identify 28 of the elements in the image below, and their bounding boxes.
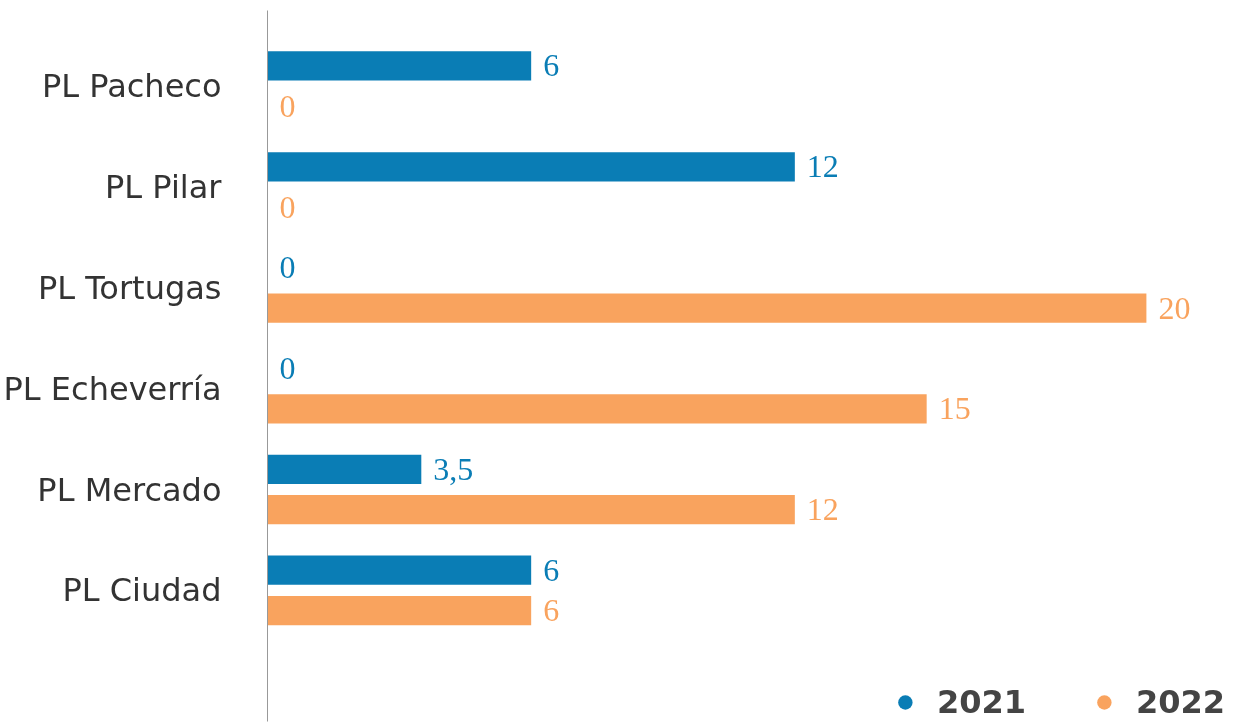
data-label: 0 — [279, 188, 296, 225]
bar — [267, 394, 927, 424]
data-label: 6 — [543, 551, 560, 588]
bar — [267, 293, 1147, 323]
data-label: 0 — [279, 249, 296, 286]
bar — [267, 595, 532, 626]
data-label: 12 — [806, 148, 839, 185]
bar — [267, 555, 532, 585]
y-tick-label: PL Ciudad — [62, 571, 222, 610]
data-label: 12 — [806, 491, 839, 528]
y-tick-label: PL Echeverría — [3, 369, 222, 408]
legend-label: 2022 — [1135, 683, 1225, 721]
legend-label: 2021 — [936, 683, 1026, 721]
y-tick-label: PL Pilar — [105, 167, 223, 206]
data-label: 15 — [938, 390, 971, 427]
data-label: 20 — [1158, 289, 1191, 326]
bar — [267, 51, 532, 81]
data-label: 6 — [543, 592, 560, 629]
y-tick-label: PL Tortugas — [37, 268, 222, 307]
data-label: 0 — [279, 350, 296, 387]
data-label: 6 — [543, 47, 560, 84]
bar — [267, 152, 795, 182]
y-tick-label: PL Mercado — [37, 470, 222, 509]
bar — [267, 495, 795, 525]
data-label: 3,5 — [433, 450, 474, 487]
bar — [267, 454, 422, 484]
y-tick-label: PL Pacheco — [42, 67, 222, 106]
data-label: 0 — [279, 87, 296, 124]
